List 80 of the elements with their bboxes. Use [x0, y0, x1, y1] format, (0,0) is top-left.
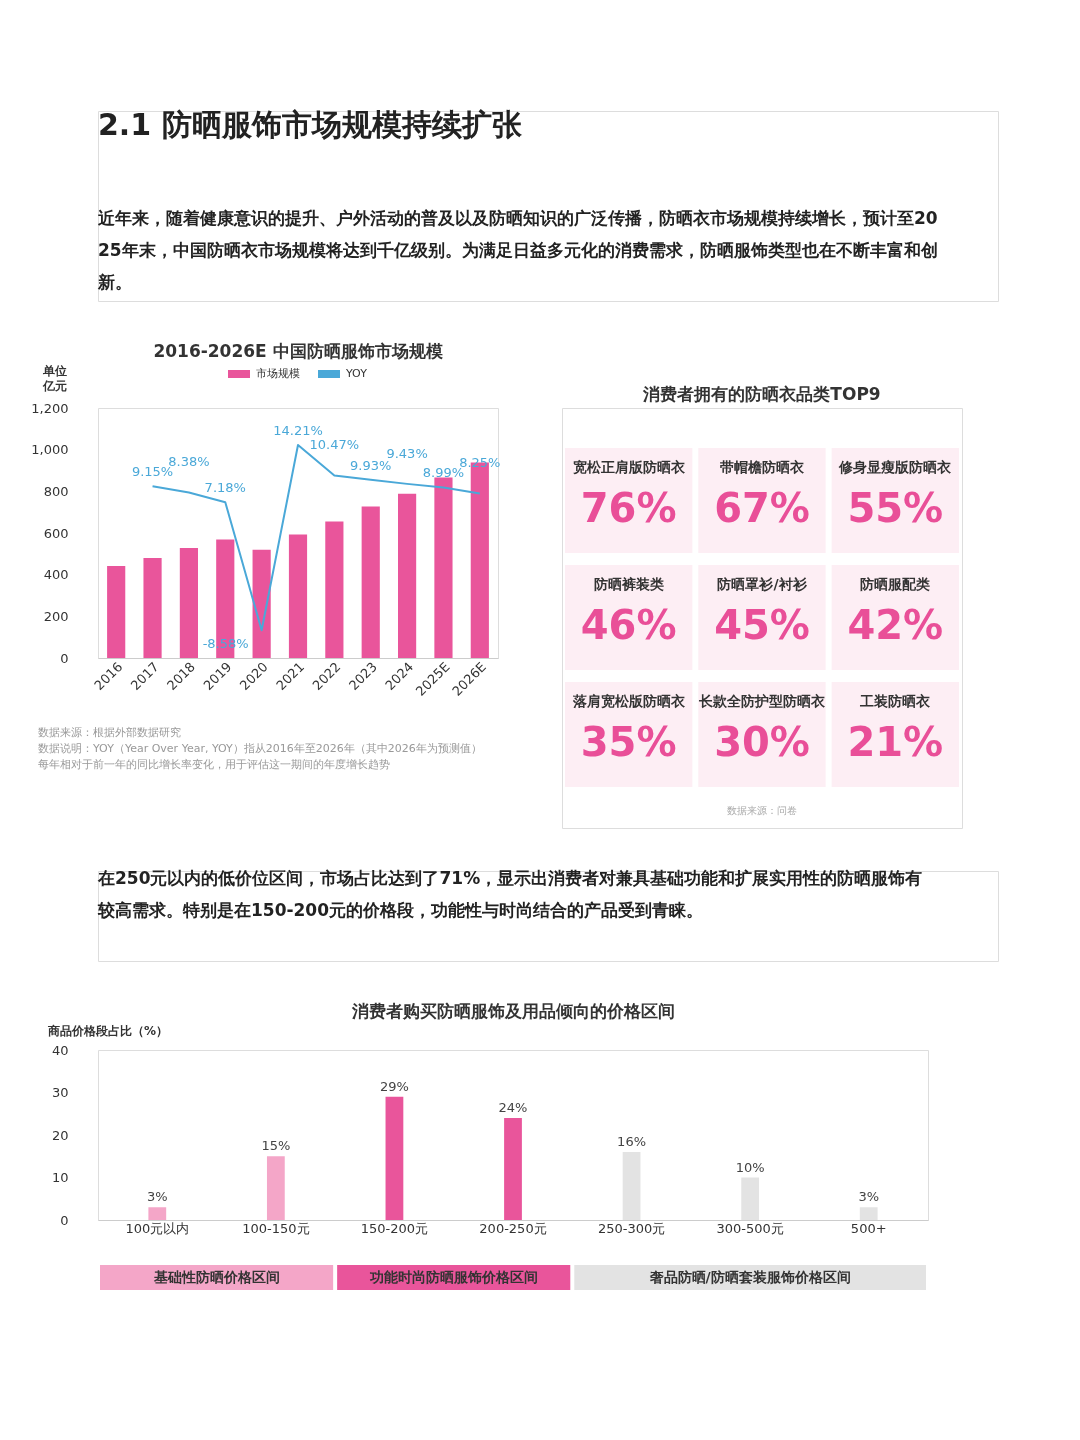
bar — [288, 534, 308, 658]
data-label: 29% — [379, 1078, 409, 1094]
bar — [148, 1207, 167, 1220]
category-label: 防晒服配类 — [860, 576, 931, 592]
text: 2.1 防晒服饰市场规模持续扩张 — [98, 107, 523, 142]
category-label: 宽松正肩版防晒衣 — [572, 459, 686, 475]
data-label: 42% — [847, 602, 944, 648]
text: 在250元以内的低价位区间，市场占比达到了71%，显示出消费者对兼具基础功能和扩展实用性的防晒服饰有较高需求。特别是在150-200元的价格段，功能性与时尚结合的产品受到青睐。 — [97, 868, 923, 920]
bar — [398, 493, 417, 658]
data-label: 76% — [580, 485, 677, 531]
bar — [266, 1156, 285, 1220]
y-tick-label: 400 — [43, 567, 69, 583]
category-label: 防晒罩衫/衬衫 — [717, 576, 808, 592]
data-label: 45% — [714, 602, 810, 648]
bar — [622, 1152, 641, 1220]
text: 消费者拥有的防晒衣品类TOP9 — [642, 384, 881, 404]
bar — [107, 565, 126, 658]
y-tick-label: 200 — [43, 608, 69, 624]
y-tick-label: 800 — [43, 483, 69, 499]
text: 数据说明：YOY（Year Over Year, YOY）指从2016年至2026年（其中2026年为预测值） — [38, 742, 482, 755]
category-label: 修身显瘦版防晒衣 — [838, 459, 953, 475]
category-label: 防晒裤装类 — [593, 576, 664, 592]
data-label: 3% — [858, 1189, 880, 1205]
data-label: 10% — [735, 1159, 765, 1175]
y-tick-label: 20 — [51, 1127, 69, 1143]
x-tick-label: 500+ — [850, 1220, 887, 1236]
data-label: 21% — [847, 719, 944, 765]
data-label: 3% — [146, 1189, 168, 1205]
x-tick-label: 100-150元 — [242, 1220, 310, 1236]
y-tick-label: 600 — [43, 525, 69, 541]
x-tick-label: 250-300元 — [597, 1220, 666, 1236]
data-label: 7.18% — [204, 480, 246, 496]
data-label: 67% — [714, 485, 810, 531]
source-note: 数据来源：问卷 — [727, 805, 797, 816]
x-tick-label: 300-500元 — [716, 1220, 784, 1236]
text: 每年相对于前一年的同比增长率变化，用于评估这一期间的年度增长趋势 — [38, 758, 390, 771]
source-note: 数据来源：根据外部数据研究 — [38, 726, 181, 739]
bar — [179, 548, 198, 658]
chart-title: 2016-2026E 中国防晒服饰市场规模 — [153, 341, 443, 361]
bar — [504, 1118, 522, 1220]
data-label: 55% — [847, 485, 944, 531]
bar — [434, 477, 453, 658]
y-tick-label: 0 — [60, 650, 69, 666]
y-axis-title: 商品价格段占比（%） — [47, 1024, 169, 1038]
data-label: 10.47% — [309, 437, 360, 453]
legend-label: 市场规模 — [256, 367, 300, 380]
bar — [252, 549, 271, 658]
category-label: 落肩宽松版防晒衣 — [571, 693, 686, 709]
bar — [859, 1207, 878, 1220]
data-label: 30% — [714, 719, 810, 765]
x-tick-label: 100元以内 — [125, 1220, 190, 1236]
bar — [361, 506, 380, 658]
y-tick-label: 1,000 — [31, 442, 69, 458]
text: 近年来，随着健康意识的提升、户外活动的普及以及防晒知识的广泛传播，防晒衣市场规模持续增长，预计至2025年末，中国防晒衣市场规模将达到千亿级别。为满足日益多元化的消费需求，防晒服饰类型也在不断丰富和创新。 — [97, 208, 938, 292]
data-label: 46% — [580, 602, 677, 648]
data-label: 24% — [498, 1100, 528, 1115]
category-label: 带帽檐防晒衣 — [720, 459, 805, 475]
category-label: 长款全防护型防晒衣 — [698, 693, 826, 709]
legend-label: YOY — [345, 367, 368, 380]
x-tick-label: 200-250元 — [479, 1220, 547, 1236]
category-label: 工装防晒衣 — [859, 693, 932, 709]
data-label: 16% — [617, 1134, 647, 1149]
y-axis-title: 单位亿元 — [42, 364, 67, 393]
chart-title: 消费者购买防晒服饰及用品倾向的价格区间 — [350, 1001, 675, 1021]
y-tick-label: 0 — [60, 1212, 69, 1228]
bar — [741, 1177, 760, 1220]
data-label: 35% — [580, 719, 677, 765]
y-tick-label: 40 — [51, 1042, 69, 1058]
bar — [143, 558, 162, 658]
y-tick-label: 30 — [51, 1085, 69, 1100]
data-label: 15% — [261, 1138, 291, 1154]
y-tick-label: 10 — [51, 1170, 69, 1185]
bar — [385, 1096, 404, 1220]
text: 基础性防晒价格区间 — [152, 1268, 280, 1285]
bar — [325, 521, 344, 658]
y-tick-label: 1,200 — [31, 400, 69, 416]
data-label: 14.21% — [273, 423, 323, 439]
text: 功能时尚防晒服饰价格区间 — [368, 1268, 538, 1285]
text: 奢品防晒/防晒套装服饰价格区间 — [648, 1268, 851, 1285]
x-tick-label: 150-200元 — [360, 1220, 429, 1236]
